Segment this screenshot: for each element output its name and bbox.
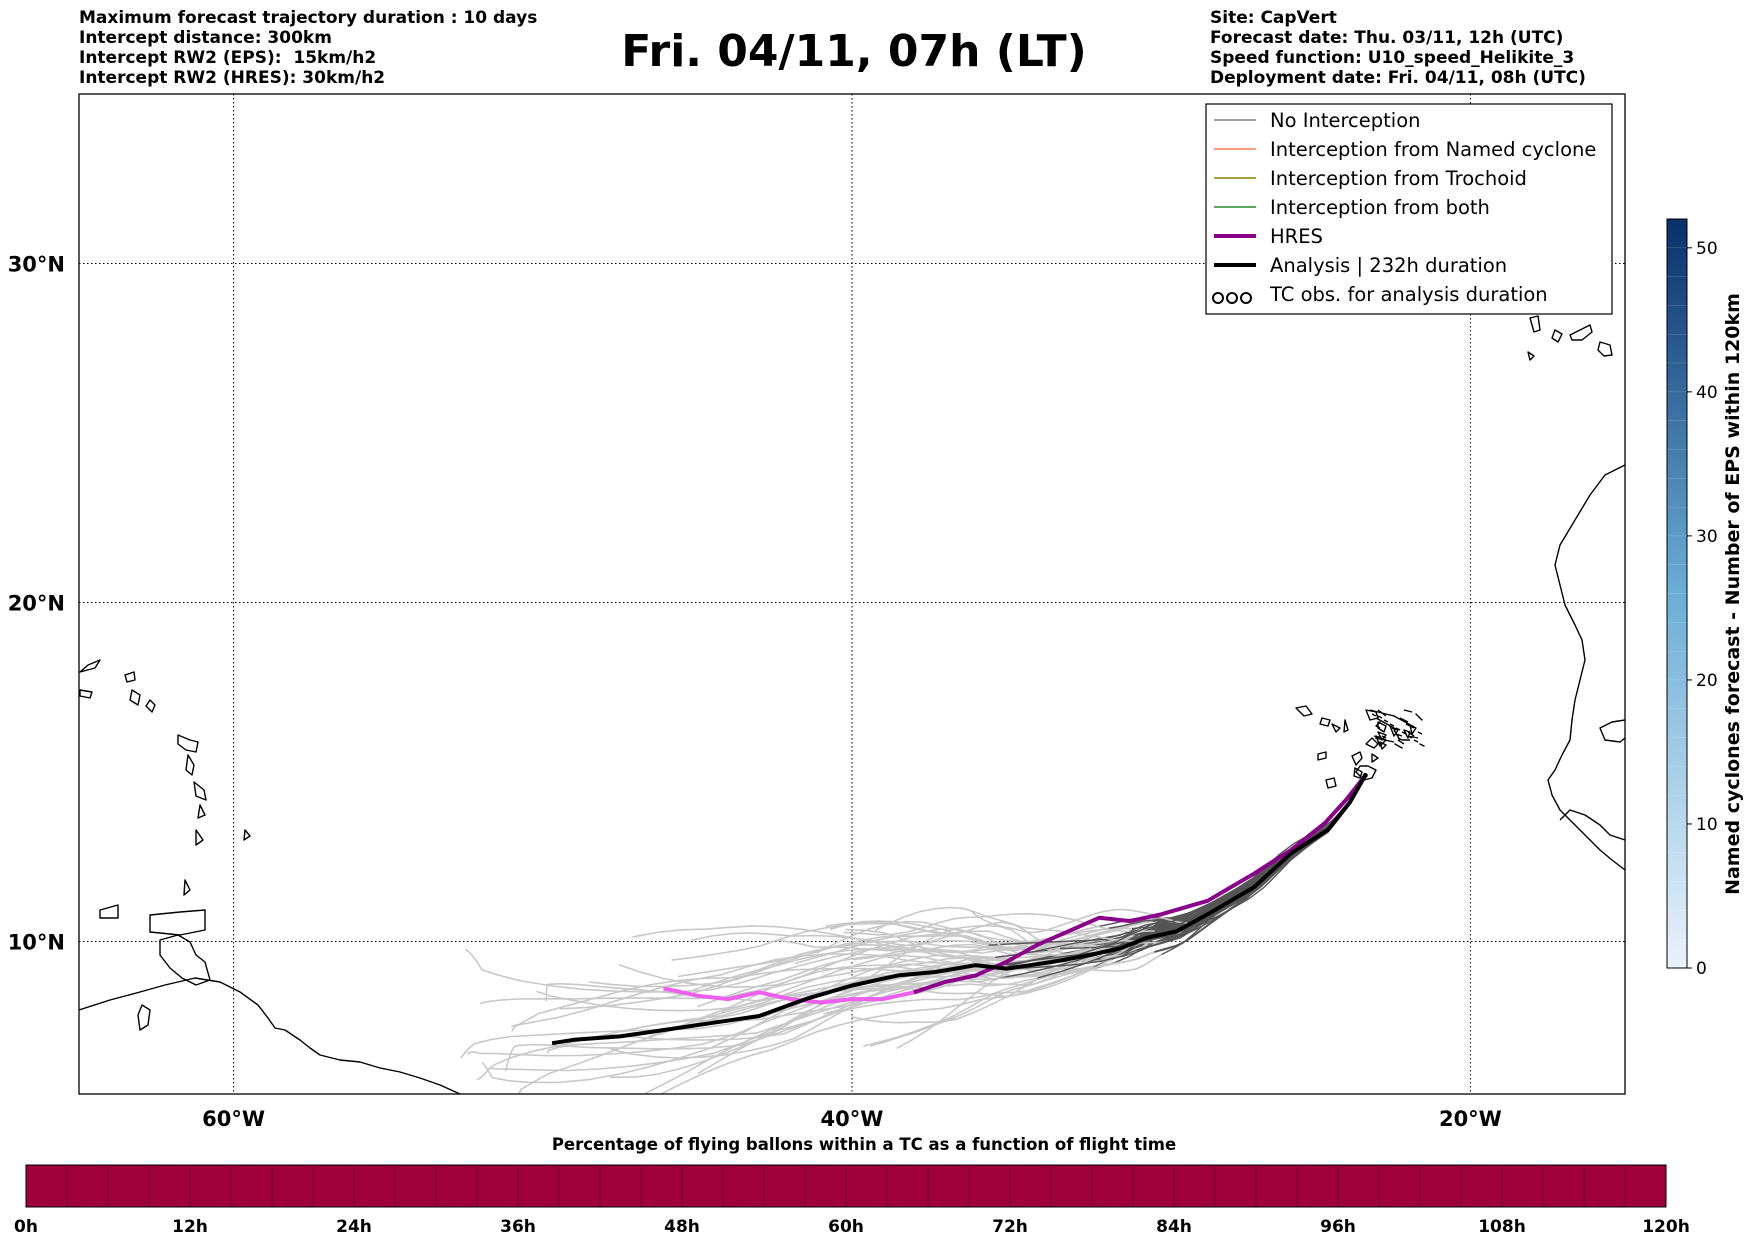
header-right-line: Speed function: U10_speed_Helikite_3 <box>1210 48 1575 68</box>
header-left-line: Maximum forecast trajectory duration : 1… <box>79 8 538 28</box>
eps-trajectory-far <box>476 978 995 1081</box>
colorbar-tick-label: 20 <box>1696 671 1718 691</box>
legend-label: No Interception <box>1270 109 1421 132</box>
header-left-line: Intercept RW2 (HRES): 30km/h2 <box>79 68 386 88</box>
lon-tick-label: 20°W <box>1439 1107 1502 1131</box>
coastline-caribbean-islands <box>99 904 206 1031</box>
colorbar-label: Named cyclones forecast - Number of EPS … <box>1722 293 1744 895</box>
eps-trajectory-far <box>504 967 989 1072</box>
legend-entry: Interception from both <box>1214 196 1490 219</box>
legend-entry: HRES <box>1214 225 1323 248</box>
legend-label: Interception from both <box>1270 196 1490 219</box>
flight-time-tick-label: 60h <box>828 1217 864 1237</box>
eps-trajectory-far <box>559 947 1080 1010</box>
flight-time-tick-label: 120h <box>1642 1217 1690 1237</box>
flight-time-tick-label: 72h <box>992 1217 1028 1237</box>
eps-trajectory-far <box>849 924 1150 991</box>
launch-site-marker <box>1362 772 1368 778</box>
analysis-trajectory <box>551 774 1368 1046</box>
flight-time-tick-label: 36h <box>500 1217 536 1237</box>
eps-trajectory-far <box>874 906 1155 946</box>
eps-trajectory-far <box>869 950 1155 1047</box>
colorbar-tick-label: 40 <box>1696 383 1718 403</box>
legend: No Interception Interception from Named c… <box>1205 103 1613 315</box>
colorbar-gradient <box>1666 218 1688 969</box>
eps-trajectory-far <box>794 927 1141 965</box>
colorbar-tick-label: 50 <box>1696 239 1718 259</box>
flight-time-tick-label: 108h <box>1478 1217 1526 1237</box>
eps-trajectory-far <box>659 951 1105 1036</box>
eps-trajectory-far <box>460 966 1002 1059</box>
flight-time-bar-title: Percentage of flying ballons within a TC… <box>552 1135 1176 1154</box>
coastline-lesser-antilles <box>79 659 251 896</box>
hres-trajectory-early <box>663 986 915 1005</box>
legend-label: Analysis | 232h duration <box>1270 254 1507 277</box>
eps-trajectory-far <box>588 934 1085 988</box>
flight-time-bar: Percentage of flying ballons within a TC… <box>14 1135 1690 1237</box>
lon-tick-label: 60°W <box>202 1107 265 1131</box>
legend-label: HRES <box>1270 225 1323 248</box>
coastline-canary-islands <box>1527 315 1613 361</box>
header-left-line: Intercept distance: 300km <box>79 28 332 48</box>
legend-label: Interception from Trochoid <box>1270 167 1527 190</box>
legend-label: TC obs. for analysis duration <box>1269 283 1548 306</box>
header-right-line: Site: CapVert <box>1210 8 1337 28</box>
legend-entry: Analysis | 232h duration <box>1214 254 1507 277</box>
longitude-labels: 60°W 40°W 20°W <box>202 1107 1502 1131</box>
cyclone-colorbar: 0 10 20 30 40 50 Named cyclones forecast - Nu… <box>1666 218 1744 979</box>
legend-box <box>1205 103 1613 315</box>
header-left-info: Maximum forecast trajectory duration : 1… <box>79 8 537 88</box>
flight-time-tick-label: 0h <box>14 1217 38 1237</box>
flight-time-bar-segments <box>66 1165 1626 1207</box>
colorbar-tick-label: 10 <box>1696 815 1718 835</box>
legend-entry: Interception from Named cyclone <box>1214 138 1596 161</box>
header-right-line: Deployment date: Fri. 04/11, 08h (UTC) <box>1210 68 1586 88</box>
header-right-info: Site: CapVert Forecast date: Thu. 03/11,… <box>1210 8 1586 88</box>
colorbar-ticks: 0 10 20 30 40 50 <box>1667 239 1718 979</box>
legend-label: Interception from Named cyclone <box>1270 138 1596 161</box>
colorbar-tick-label: 0 <box>1696 959 1707 979</box>
lat-tick-label: 20°N <box>8 591 65 615</box>
lon-tick-label: 40°W <box>821 1107 884 1131</box>
flight-time-bar-ticks: 0h 12h 24h 36h 48h 60h 72h 84h 96h 108h 120h <box>14 1217 1690 1237</box>
coastline-africa <box>1547 464 1625 871</box>
tc-obs-marker <box>1212 292 1224 304</box>
lat-tick-label: 30°N <box>8 252 65 276</box>
eps-trajectory-far <box>896 953 1163 1050</box>
legend-entry: TC obs. for analysis duration <box>1212 283 1548 306</box>
legend-entry: No Interception <box>1214 109 1421 132</box>
eps-trajectory-far <box>536 943 1061 1012</box>
header-left-line: Intercept RW2 (EPS): 15km/h2 <box>79 48 377 68</box>
eps-trajectory-far <box>852 921 1151 961</box>
main-title: Fri. 04/11, 07h (LT) <box>621 26 1087 77</box>
eps-trajectory-far <box>851 941 1162 1024</box>
flight-time-tick-label: 12h <box>172 1217 208 1237</box>
coastlines <box>79 315 1625 1094</box>
coastline-cape-verde-east <box>1317 751 1379 766</box>
coastline-cape-verde-north <box>1295 705 1379 749</box>
eps-trajectory-far <box>843 912 1155 936</box>
latitude-labels: 10°N 20°N 30°N <box>8 252 65 954</box>
flight-time-tick-label: 96h <box>1320 1217 1356 1237</box>
lat-tick-label: 10°N <box>8 930 65 954</box>
map-frame-border <box>78 93 1626 1095</box>
coastline-south-america <box>79 977 461 1094</box>
legend-rows: No Interception Interception from Named c… <box>1212 109 1596 306</box>
tc-obs-marker <box>1226 292 1238 304</box>
legend-entry: Interception from Trochoid <box>1214 167 1527 190</box>
colorbar-tick-label: 30 <box>1696 527 1718 547</box>
eps-trajectory-far <box>481 962 1006 1084</box>
coastline-africa-detail <box>1559 719 1625 841</box>
hres-trajectory-late <box>913 774 1367 995</box>
coastline-cape-verde <box>1365 709 1425 750</box>
header-right-line: Forecast date: Thu. 03/11, 12h (UTC) <box>1210 28 1564 48</box>
eps-trajectory-far <box>518 977 1038 1094</box>
flight-time-tick-label: 48h <box>664 1217 700 1237</box>
tc-obs-marker <box>1240 292 1252 304</box>
coastline-trinidad <box>159 934 211 986</box>
map-area <box>79 94 1625 1094</box>
flight-time-tick-label: 84h <box>1156 1217 1192 1237</box>
flight-time-tick-label: 24h <box>336 1217 372 1237</box>
